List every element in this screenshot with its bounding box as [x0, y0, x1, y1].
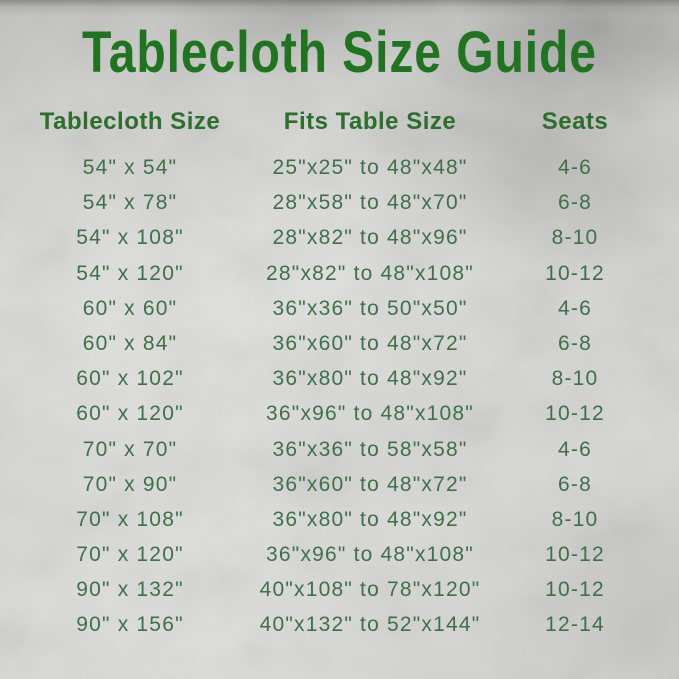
- table-header-row: Tablecloth Size Fits Table Size Seats: [0, 103, 679, 141]
- page-title: Tablecloth Size Guide: [82, 18, 597, 85]
- tablecloth-size-cell: 60" x 60": [82, 296, 178, 320]
- fits-table-size-cell: 28"x82" to 48"x96": [272, 226, 468, 250]
- tablecloth-size-cell: 70" x 108": [76, 507, 184, 531]
- seats-cell: 4-6: [558, 296, 592, 320]
- table-row: 54" x 120" 28"x82" to 48"x108" 10-12: [0, 256, 679, 291]
- seats-cell: 8-10: [551, 507, 599, 531]
- seats-cell: 12-14: [545, 613, 605, 637]
- table-row: 54" x 54" 25"x25" to 48"x48" 4-6: [0, 150, 679, 185]
- tablecloth-size-cell: 54" x 108": [76, 226, 184, 250]
- table-body: 54" x 54" 25"x25" to 48"x48" 4-6 54" x 7…: [0, 150, 679, 643]
- seats-cell: 6-8: [558, 191, 592, 215]
- tablecloth-size-cell: 70" x 90": [82, 472, 178, 496]
- seats-cell: 6-8: [558, 331, 592, 355]
- seats-cell: 6-8: [558, 472, 592, 496]
- table-row: 54" x 78" 28"x58" to 48"x70" 6-8: [0, 185, 679, 220]
- table-row: 70" x 108" 36"x80" to 48"x92" 8-10: [0, 502, 679, 537]
- table-row: 60" x 102" 36"x80" to 48"x92" 8-10: [0, 361, 679, 396]
- tablecloth-size-cell: 54" x 54": [82, 156, 178, 179]
- table-row: 60" x 60" 36"x36" to 50"x50" 4-6: [0, 291, 679, 326]
- tablecloth-size-cell: 54" x 120": [76, 261, 184, 285]
- fits-table-size-cell: 28"x82" to 48"x108": [266, 261, 474, 285]
- seats-cell: 4-6: [558, 437, 592, 461]
- table-row: 70" x 90" 36"x60" to 48"x72" 6-8: [0, 467, 679, 502]
- fits-table-size-cell: 25"x25" to 48"x48": [272, 156, 468, 179]
- table-row: 60" x 84" 36"x60" to 48"x72" 6-8: [0, 326, 679, 361]
- table-row: 90" x 156" 40"x132" to 52"x144" 12-14: [0, 607, 679, 642]
- fits-table-size-cell: 36"x96" to 48"x108": [266, 543, 474, 567]
- seats-cell: 8-10: [551, 367, 599, 391]
- tablecloth-size-cell: 60" x 102": [76, 367, 184, 391]
- seats-cell: 10-12: [545, 543, 605, 567]
- fits-table-size-cell: 40"x132" to 52"x144": [259, 613, 481, 637]
- seats-cell: 4-6: [558, 156, 592, 179]
- tablecloth-size-cell: 70" x 120": [76, 543, 184, 567]
- column-header-seats: Seats: [541, 108, 609, 135]
- table-row: 60" x 120" 36"x96" to 48"x108" 10-12: [0, 396, 679, 431]
- fits-table-size-cell: 36"x80" to 48"x92": [272, 367, 468, 391]
- seats-cell: 10-12: [545, 402, 605, 426]
- seats-cell: 8-10: [551, 226, 599, 250]
- column-header-fits-table-size: Fits Table Size: [283, 108, 457, 135]
- fits-table-size-cell: 36"x60" to 48"x72": [272, 331, 468, 355]
- fits-table-size-cell: 36"x80" to 48"x92": [272, 507, 468, 531]
- fits-table-size-cell: 40"x108" to 78"x120": [259, 578, 481, 602]
- fits-table-size-cell: 36"x36" to 58"x58": [272, 437, 468, 461]
- tablecloth-size-cell: 90" x 156": [76, 613, 184, 637]
- seats-cell: 10-12: [545, 578, 605, 602]
- table-row: 54" x 108" 28"x82" to 48"x96" 8-10: [0, 220, 679, 255]
- fits-table-size-cell: 36"x36" to 50"x50": [272, 296, 468, 320]
- seats-cell: 10-12: [545, 261, 605, 285]
- table-row: 70" x 70" 36"x36" to 58"x58" 4-6: [0, 432, 679, 467]
- fits-table-size-cell: 36"x96" to 48"x108": [266, 402, 474, 426]
- tablecloth-size-cell: 54" x 78": [82, 191, 178, 215]
- tablecloth-size-cell: 90" x 132": [76, 578, 184, 602]
- column-header-tablecloth-size: Tablecloth Size: [39, 108, 221, 135]
- fits-table-size-cell: 28"x58" to 48"x70": [272, 191, 468, 215]
- table-row: 70" x 120" 36"x96" to 48"x108" 10-12: [0, 537, 679, 572]
- tablecloth-size-cell: 60" x 120": [76, 402, 184, 426]
- tablecloth-size-cell: 60" x 84": [82, 331, 178, 355]
- table-row: 90" x 132" 40"x108" to 78"x120" 10-12: [0, 572, 679, 607]
- tablecloth-size-cell: 70" x 70": [82, 437, 178, 461]
- fits-table-size-cell: 36"x60" to 48"x72": [272, 472, 468, 496]
